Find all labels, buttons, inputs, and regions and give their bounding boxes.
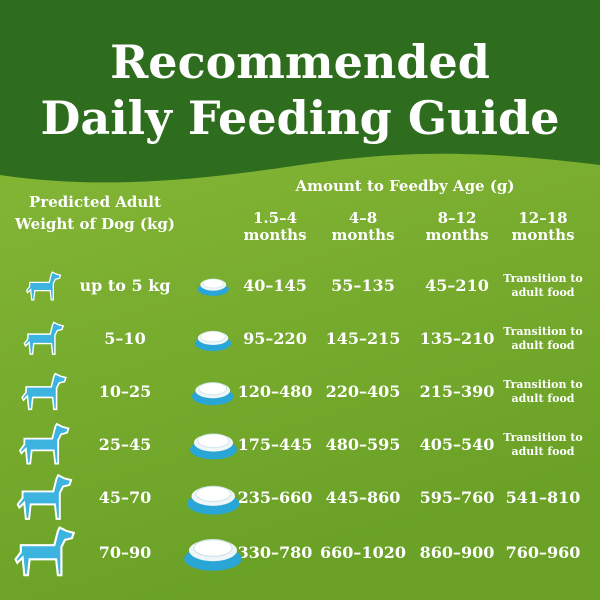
amount-cell: 330–780 (237, 543, 313, 562)
weight-cell: 70–90 (98, 543, 152, 562)
amount-cell: 860–900 (419, 543, 495, 562)
amount-cell: 445–860 (325, 488, 401, 507)
column-header: 8–12 months (425, 209, 489, 245)
dog-icon (23, 321, 65, 355)
amount-cell: 541–810 (505, 488, 581, 507)
amount-cell: 95–220 (243, 329, 307, 348)
bowl-icon (184, 539, 242, 571)
amount-cell: 135–210 (419, 329, 495, 348)
amount-cell: 40–145 (243, 276, 307, 295)
amount-cell: 235–660 (237, 488, 313, 507)
amount-cell: 145–215 (325, 329, 401, 348)
amount-cell: 175–445 (237, 435, 313, 454)
column-header: 4–8 months (331, 209, 395, 245)
amount-cell: 55–135 (331, 276, 395, 295)
note-cell: Transition to adult food (503, 272, 583, 300)
bowl-icon (186, 485, 240, 515)
amount-cell: 760–960 (505, 543, 581, 562)
bowl-icon (197, 278, 229, 297)
amount-cell: 45–210 (425, 276, 489, 295)
weight-header: Predicted Adult Weight of Dog (kg) (15, 193, 175, 233)
bowl-icon (189, 433, 237, 460)
weight-cell: 10–25 (98, 382, 152, 401)
dog-icon (14, 526, 76, 577)
amount-cell: 660–1020 (320, 543, 406, 562)
bowl-icon (194, 330, 232, 351)
column-header: 1.5–4 months (243, 209, 307, 245)
title-line: Daily Feeding Guide (40, 91, 560, 145)
amount-cell: 220–405 (325, 382, 401, 401)
dog-icon (21, 372, 67, 410)
weight-cell: 45–70 (98, 488, 152, 507)
note-cell: Transition to adult food (503, 378, 583, 406)
weight-cell: 5–10 (104, 329, 146, 348)
column-header: 12–18 months (511, 209, 575, 245)
dog-icon (16, 473, 73, 520)
title-line: Recommended (110, 35, 490, 89)
bowl-icon (192, 382, 234, 406)
amount-header: Amount to Feedby Age (g) (295, 177, 515, 195)
amount-cell: 480–595 (325, 435, 401, 454)
amount-cell: 405–540 (419, 435, 495, 454)
amount-cell: 215–390 (419, 382, 495, 401)
amount-cell: 595–760 (419, 488, 495, 507)
dog-icon (18, 422, 70, 465)
note-cell: Transition to adult food (503, 431, 583, 459)
dog-icon (25, 270, 62, 300)
weight-cell: up to 5 kg (79, 276, 171, 295)
amount-cell: 120–480 (237, 382, 313, 401)
note-cell: Transition to adult food (503, 325, 583, 353)
weight-cell: 25–45 (98, 435, 152, 454)
